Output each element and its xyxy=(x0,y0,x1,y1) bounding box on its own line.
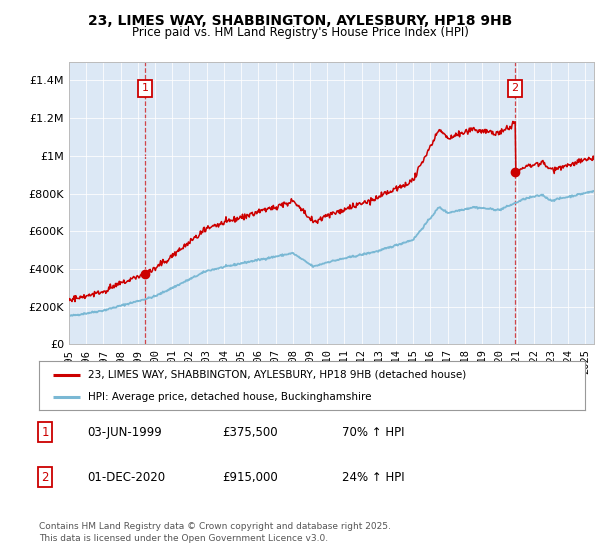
Text: 2: 2 xyxy=(512,83,519,94)
Text: £915,000: £915,000 xyxy=(222,470,278,484)
Text: Contains HM Land Registry data © Crown copyright and database right 2025.
This d: Contains HM Land Registry data © Crown c… xyxy=(39,522,391,543)
Text: 23, LIMES WAY, SHABBINGTON, AYLESBURY, HP18 9HB (detached house): 23, LIMES WAY, SHABBINGTON, AYLESBURY, H… xyxy=(88,370,466,380)
Text: Price paid vs. HM Land Registry's House Price Index (HPI): Price paid vs. HM Land Registry's House … xyxy=(131,26,469,39)
Text: 01-DEC-2020: 01-DEC-2020 xyxy=(87,470,165,484)
Text: 03-JUN-1999: 03-JUN-1999 xyxy=(87,426,162,439)
Text: £375,500: £375,500 xyxy=(222,426,278,439)
Text: 2: 2 xyxy=(41,470,49,484)
Text: HPI: Average price, detached house, Buckinghamshire: HPI: Average price, detached house, Buck… xyxy=(88,392,371,402)
Text: 1: 1 xyxy=(142,83,149,94)
Text: 1: 1 xyxy=(41,426,49,439)
Text: 70% ↑ HPI: 70% ↑ HPI xyxy=(342,426,404,439)
Text: 23, LIMES WAY, SHABBINGTON, AYLESBURY, HP18 9HB: 23, LIMES WAY, SHABBINGTON, AYLESBURY, H… xyxy=(88,14,512,28)
Text: 24% ↑ HPI: 24% ↑ HPI xyxy=(342,470,404,484)
